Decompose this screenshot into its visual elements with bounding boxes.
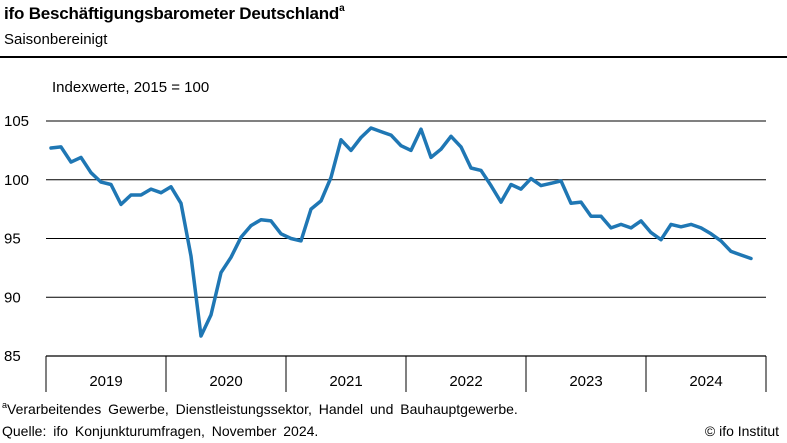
data-point [539, 184, 543, 188]
data-point [589, 214, 593, 218]
data-point [369, 126, 373, 130]
data-point [739, 253, 743, 257]
data-point [479, 168, 483, 172]
y-tick-label: 85 [4, 348, 21, 365]
data-point [649, 231, 653, 235]
data-point [419, 127, 423, 131]
data-point [189, 254, 193, 258]
data-point [249, 224, 253, 228]
data-point [339, 138, 343, 142]
x-tick-label: 2023 [569, 373, 602, 390]
data-point [159, 191, 163, 195]
data-point [69, 160, 73, 164]
data-point [59, 145, 63, 149]
data-point [359, 135, 363, 139]
data-point [619, 222, 623, 226]
data-point [469, 166, 473, 170]
data-point [629, 226, 633, 230]
data-point [169, 185, 173, 189]
data-point [319, 199, 323, 203]
source-note: Quelle: ifo Konjunkturumfragen, November… [2, 423, 319, 439]
data-point [749, 256, 753, 260]
series-line-beschaeftigungsbarometer [49, 126, 753, 338]
data-point [659, 238, 663, 242]
data-point [99, 180, 103, 184]
data-point [449, 134, 453, 138]
data-point [379, 130, 383, 134]
y-axis-label: Indexwerte, 2015 = 100 [52, 79, 210, 96]
data-point [559, 179, 563, 183]
data-point [239, 235, 243, 239]
data-point [79, 155, 83, 159]
data-point [499, 200, 503, 204]
data-point [529, 177, 533, 181]
chart-subtitle: Saisonbereinigt [4, 31, 108, 48]
data-point [599, 214, 603, 218]
data-point [139, 193, 143, 197]
y-tick-label: 90 [4, 289, 21, 306]
data-point [209, 313, 213, 317]
x-tick-label: 2024 [689, 373, 722, 390]
data-point [89, 171, 93, 175]
data-point [109, 182, 113, 186]
data-point [329, 175, 333, 179]
data-point [639, 219, 643, 223]
data-point [509, 182, 513, 186]
data-point [299, 239, 303, 243]
data-point [119, 202, 123, 206]
data-point [699, 226, 703, 230]
data-point [709, 232, 713, 236]
chart-title: ifo Beschäftigungsbarometer Deutschlanda [4, 3, 345, 23]
data-point [129, 193, 133, 197]
data-point [289, 237, 293, 240]
data-point [729, 249, 733, 253]
data-point [489, 184, 493, 188]
y-tick-label: 95 [4, 231, 21, 248]
data-point [549, 181, 553, 185]
data-point [149, 187, 153, 191]
data-point [459, 145, 463, 149]
axis-ticks: 85 90 95 100 105 2019 2020 2021 2022 2023 2024 [4, 113, 767, 392]
y-tick-label: 100 [4, 172, 29, 189]
data-point [399, 144, 403, 148]
data-point [719, 239, 723, 243]
data-point [579, 200, 583, 204]
data-point [679, 225, 683, 229]
data-point [569, 201, 573, 205]
data-point [279, 232, 283, 236]
x-tick-label: 2019 [89, 373, 122, 390]
data-point [259, 218, 263, 222]
data-point [349, 148, 353, 152]
x-tick-label: 2021 [329, 373, 362, 390]
series-layer [49, 126, 753, 338]
data-point [439, 147, 443, 151]
data-point [269, 219, 273, 223]
data-point [49, 146, 53, 150]
data-point [689, 222, 693, 226]
data-point [389, 133, 393, 137]
data-point [199, 334, 203, 338]
brand-credit: © ifo Institut [704, 423, 779, 439]
data-point [429, 155, 433, 159]
data-point [519, 187, 523, 191]
footnote: aVerarbeitendes Gewerbe, Dienstleistungs… [2, 400, 518, 417]
data-point [309, 207, 313, 211]
x-tick-label: 2022 [449, 373, 482, 390]
x-tick-label: 2020 [209, 373, 242, 390]
data-point [669, 222, 673, 226]
data-point [609, 226, 613, 230]
data-point [179, 201, 183, 205]
data-point [219, 271, 223, 275]
data-point [229, 255, 233, 259]
y-tick-label: 105 [4, 113, 29, 130]
data-point [409, 148, 413, 152]
title-divider [0, 56, 787, 58]
